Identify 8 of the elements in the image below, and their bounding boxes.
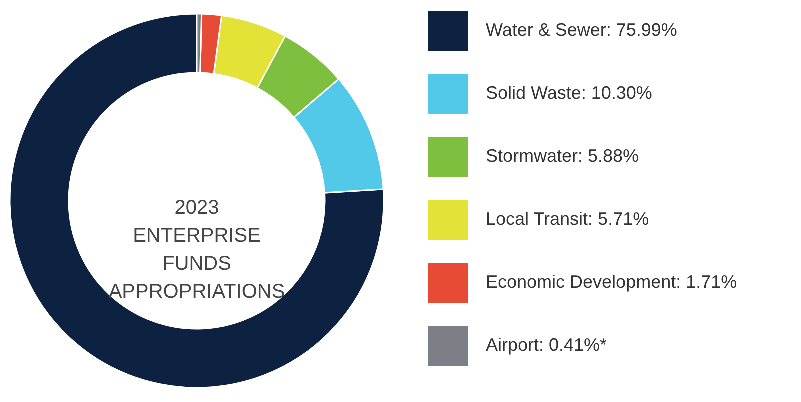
text: 2023 ENTERPRISE FUNDS APPROPRIATIONS [108, 197, 286, 303]
donut-slice [9, 13, 384, 389]
legend-label: Stormwater: 5.88% [486, 146, 640, 166]
legend-label: Solid Waste: 10.30% [486, 83, 652, 103]
legend-label: Local Transit: 5.71% [486, 209, 650, 229]
legend-label: Water & Sewer: 75.99% [486, 20, 678, 40]
legend-label: Economic Development: 1.71% [486, 272, 738, 292]
legend-label: Airport: 0.41%* [486, 335, 608, 355]
